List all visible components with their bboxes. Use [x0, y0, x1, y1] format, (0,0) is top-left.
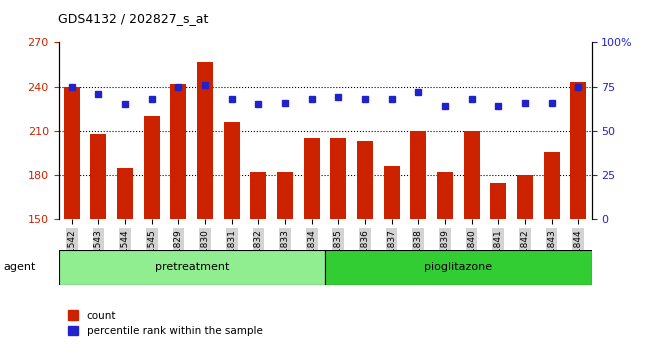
Bar [304, 138, 320, 219]
Bar [64, 87, 80, 219]
Bar [277, 172, 293, 219]
Bar [490, 183, 506, 219]
Bar [224, 122, 240, 219]
Bar [90, 134, 107, 219]
Bar [570, 82, 586, 219]
Bar [384, 166, 400, 219]
Bar [197, 62, 213, 219]
Bar [357, 141, 373, 219]
Bar [543, 152, 560, 219]
Bar [325, 250, 592, 285]
Text: pretreatment: pretreatment [155, 262, 229, 272]
Bar [170, 84, 187, 219]
Text: agent: agent [3, 262, 36, 272]
Bar [517, 175, 533, 219]
Bar [58, 250, 325, 285]
Bar [437, 172, 453, 219]
Bar [250, 172, 266, 219]
Text: pioglitazone: pioglitazone [424, 262, 492, 272]
Bar [463, 131, 480, 219]
Bar [144, 116, 160, 219]
Bar [410, 131, 426, 219]
Text: GDS4132 / 202827_s_at: GDS4132 / 202827_s_at [58, 12, 209, 25]
Legend: count, percentile rank within the sample: count, percentile rank within the sample [64, 306, 266, 340]
Bar [117, 168, 133, 219]
Bar [330, 138, 346, 219]
